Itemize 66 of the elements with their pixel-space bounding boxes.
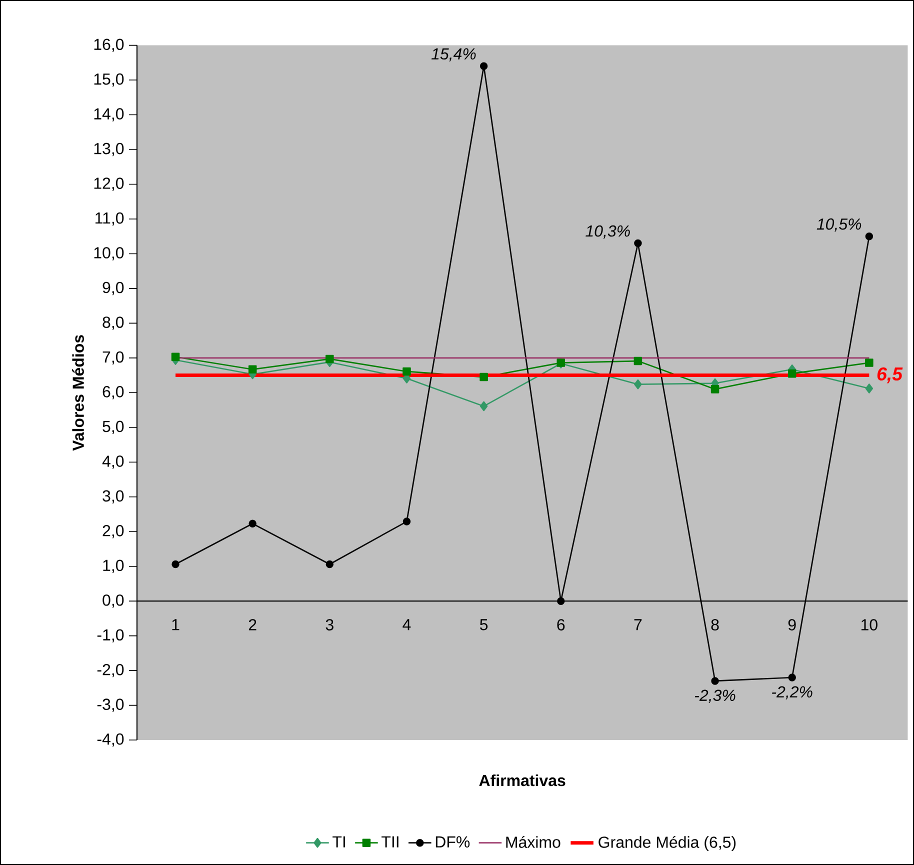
y-tick-label: 14,0	[94, 108, 124, 122]
legend-label: DF%	[436, 836, 470, 848]
y-tick-label: 16,0	[94, 38, 124, 52]
point	[326, 354, 334, 364]
legend-label: TII	[382, 836, 398, 848]
x-tick-label: 7	[634, 619, 642, 630]
point	[634, 239, 642, 248]
y-tick-label: 8,0	[102, 316, 124, 330]
point	[788, 369, 796, 378]
legend-label: TI	[332, 836, 345, 848]
y-tick-label: -3,0	[97, 698, 124, 712]
y-tick-label: 7,0	[102, 351, 124, 365]
y-tick-label: 0,0	[102, 594, 124, 608]
y-tick-label: -1,0	[97, 629, 124, 642]
x-tick-label: 5	[480, 619, 488, 630]
y-tick-label: 10,0	[94, 247, 124, 260]
legend-label: Grande Média (6,5)	[598, 836, 736, 852]
y-tick-label: 15,0	[94, 73, 124, 87]
y-tick-label: 2,0	[102, 525, 124, 538]
y-tick-label: -2,0	[97, 664, 124, 678]
data-label: 15,4%	[431, 48, 476, 62]
legend-label: Máximo	[506, 836, 560, 848]
annotation: 6,5	[877, 367, 903, 384]
point	[865, 384, 874, 394]
point	[710, 385, 720, 394]
point	[248, 520, 256, 528]
x-tick-label: 10	[861, 619, 878, 630]
data-label: 10,5%	[816, 218, 862, 232]
point	[326, 560, 334, 568]
y-tick-label: -4,0	[97, 733, 124, 747]
y-tick-label: 4,0	[102, 456, 124, 469]
data-label: -2,2%	[772, 686, 812, 700]
point	[788, 674, 796, 682]
point	[480, 372, 488, 382]
data-label: 10,3%	[586, 225, 630, 239]
point	[402, 518, 411, 526]
point	[865, 232, 874, 240]
y-axis-title: Valores Médios	[72, 335, 84, 451]
data-label: -2,3%	[694, 690, 736, 703]
y-tick-label: 13,0	[94, 142, 124, 156]
point	[402, 367, 411, 376]
x-tick-label: 3	[326, 619, 334, 630]
y-tick-label: 6,0	[102, 386, 124, 400]
x-tick-label: 8	[711, 619, 719, 630]
point	[557, 597, 565, 605]
y-tick-label: 1,0	[103, 560, 124, 573]
x-tick-label: 1	[172, 619, 180, 630]
y-tick-label: 11,0	[96, 212, 124, 226]
point	[634, 356, 642, 366]
point	[172, 560, 180, 568]
x-tick-label: 4	[402, 619, 411, 630]
x-tick-label: 6	[557, 619, 565, 630]
point	[171, 352, 180, 362]
y-tick-label: 3,0	[102, 490, 124, 504]
point	[634, 379, 642, 390]
point	[480, 401, 488, 412]
y-tick-label: 5,0	[102, 420, 124, 434]
point	[711, 677, 719, 685]
point	[248, 365, 257, 374]
x-tick-label: 9	[788, 619, 796, 630]
y-tick-label: 9,0	[102, 282, 124, 296]
x-axis-title: Afirmativas	[479, 774, 566, 786]
x-tick-label: 2	[248, 619, 256, 630]
point	[865, 358, 874, 367]
point	[480, 62, 488, 70]
y-tick-label: 12,0	[94, 178, 124, 191]
